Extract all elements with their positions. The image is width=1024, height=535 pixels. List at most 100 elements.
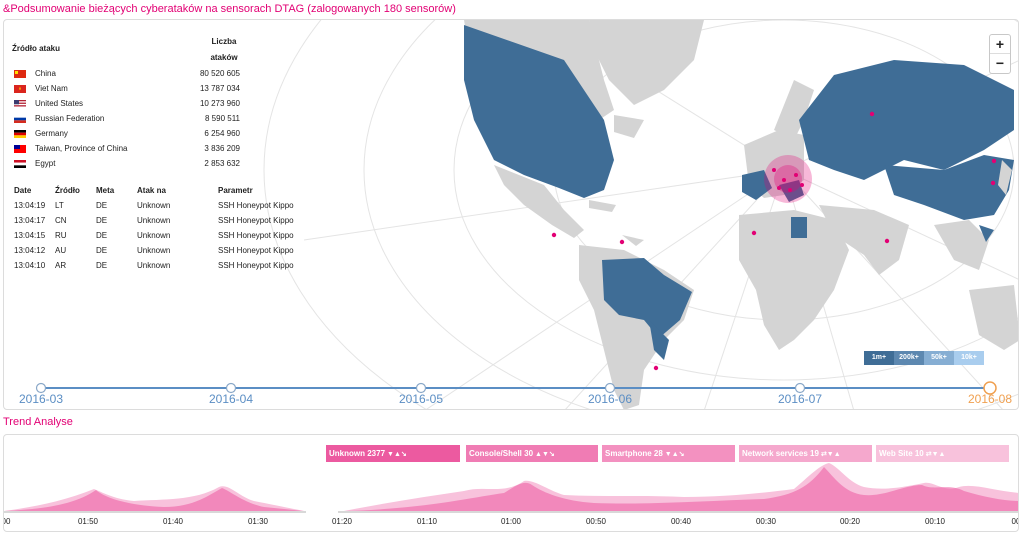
timeline-label[interactable]: 2016-06: [587, 392, 633, 406]
sources-header-label: Źródło ataku: [12, 44, 61, 53]
us-flag-icon: [14, 100, 26, 108]
recent-header-row: Date Źródło Meta Atak na Parametr: [12, 184, 312, 198]
legend-item: 200k+: [894, 351, 924, 365]
recent-date: 13:04:19: [14, 201, 46, 210]
zoom-control: + −: [989, 34, 1011, 74]
trend-tag[interactable]: Unknown 2377 ▼▲↘: [326, 445, 460, 462]
russia-flag-icon: [14, 115, 26, 123]
trend-tag[interactable]: Web Site 10 ⇄▼▲: [876, 445, 1009, 462]
map-legend: 1m+ 200k+ 50k+ 10k+: [864, 351, 984, 365]
recent-attacks-table: Date Źródło Meta Atak na Parametr 13:04:…: [12, 184, 312, 273]
recent-parameter: SSH Honeypot Kippo: [218, 216, 294, 225]
recent-attack: Unknown: [137, 261, 171, 270]
recent-attack-row: 13:04:17 CN DE Unknown SSH Honeypot Kippo: [12, 213, 312, 228]
recent-attack: Unknown: [137, 246, 171, 255]
trend-axis-label: 00:30: [755, 517, 777, 526]
source-country: United States: [35, 99, 84, 108]
source-count: 3 836 209: [204, 144, 240, 153]
source-country: Egypt: [35, 159, 56, 168]
land-masses: [464, 20, 1018, 409]
source-country: Germany: [35, 129, 68, 138]
recent-attack: Unknown: [137, 216, 171, 225]
recent-target: DE: [96, 201, 108, 210]
taiwan-flag-icon: [14, 145, 26, 153]
trend-panel: Unknown 2377 ▼▲↘ Console/Shell 30 ▲▼↘ Smartp…: [3, 434, 1019, 532]
legend-item: 1m+: [864, 351, 894, 365]
recent-attack: Unknown: [137, 231, 171, 240]
recent-attack-row: 13:04:15 RU DE Unknown SSH Honeypot Kippo: [12, 228, 312, 243]
source-count: 2 853 632: [204, 159, 240, 168]
source-row: Russian Federation 8 590 511: [12, 111, 244, 126]
recent-attack: Unknown: [137, 201, 171, 210]
timeline-active-marker[interactable]: [983, 381, 997, 395]
trend-axis-label: 01:50: [77, 517, 99, 526]
recent-parameter: SSH Honeypot Kippo: [218, 201, 294, 210]
trend-chart: [4, 463, 1018, 513]
recent-target: DE: [96, 231, 108, 240]
trend-tag-label: Console/Shell 30: [469, 449, 534, 458]
recent-source: LT: [55, 201, 64, 210]
source-row: Egypt 2 853 632: [12, 156, 244, 171]
trend-tag-label: Network services 19: [742, 449, 819, 458]
trend-right-area: [338, 463, 1018, 513]
recent-date: 13:04:10: [14, 261, 46, 270]
attack-points: [551, 111, 997, 371]
source-row: Taiwan, Province of China 3 836 209: [12, 141, 244, 156]
recent-header-date: Date: [14, 186, 32, 195]
source-country: Russian Federation: [35, 114, 105, 123]
source-country: China: [35, 69, 56, 78]
recent-parameter: SSH Honeypot Kippo: [218, 231, 294, 240]
recent-header-parameter: Parametr: [218, 186, 253, 195]
timeline-label[interactable]: 2016-07: [777, 392, 823, 406]
trend-tag-label: Web Site 10: [879, 449, 924, 458]
trend-icons: ▼▲↘: [664, 451, 685, 458]
trend-left-area: [4, 486, 306, 513]
source-row: China 80 520 605: [12, 66, 244, 81]
legend-item: 10k+: [954, 351, 984, 365]
timeline-markers[interactable]: [35, 382, 806, 394]
trend-tag[interactable]: Network services 19 ⇄▼▲: [739, 445, 872, 462]
timeline-label[interactable]: 2016-04: [208, 392, 254, 406]
egypt-flag-icon: [14, 160, 26, 168]
china-flag-icon: [14, 70, 26, 78]
timeline-label[interactable]: 2016-05: [398, 392, 444, 406]
attack-map-panel: Źródło ataku Liczba ataków China 80 520 6…: [3, 19, 1019, 410]
trend-axis-label: 01:30: [247, 517, 269, 526]
trend-title: Trend Analyse: [3, 416, 73, 428]
trend-tag-label: Smartphone 28: [605, 449, 663, 458]
world-map[interactable]: [4, 20, 1019, 410]
recent-date: 13:04:12: [14, 246, 46, 255]
trend-axis-label: 01:20: [331, 517, 353, 526]
source-row: United States 10 273 960: [12, 96, 244, 111]
source-row: Germany 6 254 960: [12, 126, 244, 141]
recent-date: 13:04:17: [14, 216, 46, 225]
trend-axis-label: 00:20: [839, 517, 861, 526]
recent-target: DE: [96, 261, 108, 270]
trend-tag[interactable]: Smartphone 28 ▼▲↘: [602, 445, 735, 462]
zoom-in-button[interactable]: +: [990, 35, 1010, 54]
recent-attack-row: 13:04:10 AR DE Unknown SSH Honeypot Kippo: [12, 258, 312, 273]
trend-tag-label: Unknown 2377: [329, 449, 386, 458]
attack-hotspot: [764, 155, 812, 203]
vietnam-flag-icon: [14, 85, 26, 93]
timeline-label[interactable]: 2016-08: [967, 392, 1013, 406]
recent-parameter: SSH Honeypot Kippo: [218, 261, 294, 270]
source-count: 13 787 034: [199, 84, 240, 93]
source-country: Viet Nam: [35, 84, 68, 93]
trend-axis-label: 00:40: [670, 517, 692, 526]
recent-source: CN: [55, 216, 67, 225]
trend-axis-label: 00: [1011, 517, 1018, 526]
source-row: Viet Nam 13 787 034: [12, 81, 244, 96]
germany-flag-icon: [14, 130, 26, 138]
trend-tag[interactable]: Console/Shell 30 ▲▼↘: [466, 445, 598, 462]
trend-icons: ▲▼↘: [535, 451, 555, 458]
recent-target: DE: [96, 246, 108, 255]
trend-icons: ⇄▼▲: [820, 451, 841, 458]
trend-icons: ⇄▼▲: [925, 451, 946, 458]
trend-axis-label: 00:50: [585, 517, 607, 526]
legend-item: 50k+: [924, 351, 954, 365]
trend-axis-label: 00: [4, 517, 11, 526]
timeline-label[interactable]: 2016-03: [18, 392, 64, 406]
source-count: 80 520 605: [199, 69, 240, 78]
zoom-out-button[interactable]: −: [995, 55, 1005, 71]
